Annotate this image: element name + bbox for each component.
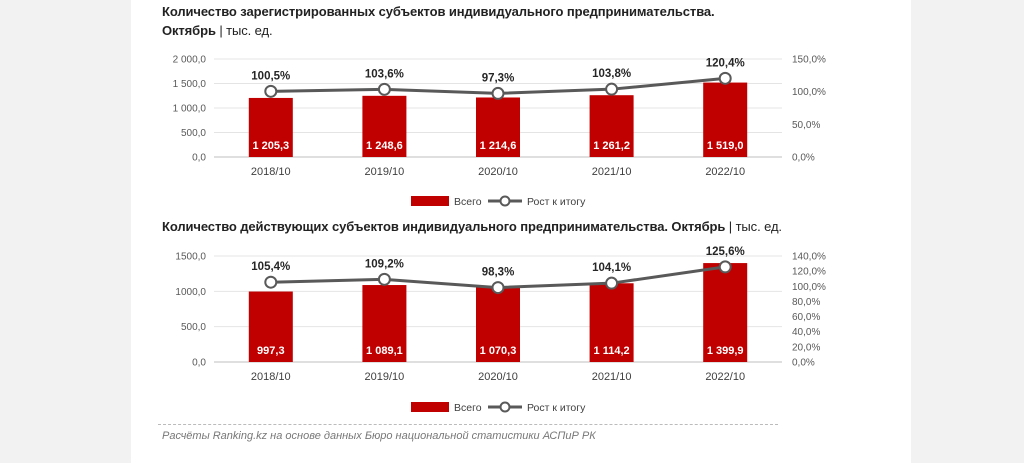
chart2-x-tick: 2018/10 bbox=[251, 371, 291, 383]
chart2-legend-bar-label: Всего bbox=[454, 402, 482, 414]
chart1-line-label: 97,3% bbox=[482, 72, 515, 84]
chart1-line-label: 103,8% bbox=[592, 68, 631, 80]
chart1-line-marker bbox=[491, 86, 505, 100]
chart2-y-left-tick: 500,0 bbox=[181, 322, 206, 333]
chart1-x-tick: 2018/10 bbox=[251, 166, 291, 178]
chart2-line-label: 125,6% bbox=[706, 246, 745, 258]
chart1-unit: тыс. ед. bbox=[226, 23, 273, 38]
chart1-line-label: 120,4% bbox=[706, 57, 745, 69]
chart2-y-right-tick: 60,0% bbox=[792, 312, 820, 323]
chart2-bar bbox=[589, 283, 634, 362]
chart2-y-right-tick: 120,0% bbox=[792, 267, 826, 278]
chart2-x-tick: 2020/10 bbox=[478, 371, 518, 383]
chart1-bar-label: 1 205,3 bbox=[252, 140, 289, 152]
chart2-legend-line-label: Рост к итогу bbox=[527, 402, 586, 414]
chart1-x-tick: 2022/10 bbox=[705, 166, 745, 178]
chart2-svg: 0,0 500,0 1000,0 1500,0 0,0% 20,0% 40,0% 60,0% 8… bbox=[175, 246, 826, 414]
chart1-y-right-tick: 0,0% bbox=[792, 153, 815, 164]
chart2-x-tick: 2022/10 bbox=[705, 371, 745, 383]
chart1-y-left-tick: 0,0 bbox=[192, 153, 206, 164]
chart2-title-text: Количество действующих субъектов индивид… bbox=[162, 219, 726, 234]
chart1-x-tick: 2020/10 bbox=[478, 166, 518, 178]
chart1-y-right-tick: 100,0% bbox=[792, 87, 826, 98]
chart1-line-label: 100,5% bbox=[251, 70, 290, 82]
chart1-title-month: Октябрь bbox=[162, 23, 216, 38]
chart1-line-label: 103,6% bbox=[365, 68, 404, 80]
chart2-y-right-tick: 100,0% bbox=[792, 282, 826, 293]
chart2-bar-label: 1 114,2 bbox=[594, 345, 630, 357]
chart1-line-marker bbox=[718, 71, 732, 85]
chart1-y-left-tick: 1 500,0 bbox=[173, 79, 207, 90]
chart1-bar bbox=[248, 97, 293, 157]
chart1-bar-label: 1 214,6 bbox=[480, 140, 517, 152]
chart1-bar-label: 1 248,6 bbox=[366, 140, 403, 152]
chart1-line-marker bbox=[605, 82, 619, 96]
chart2-y-right-tick: 140,0% bbox=[792, 252, 826, 263]
chart2-y-right-tick: 20,0% bbox=[792, 342, 820, 353]
chart1-bar bbox=[703, 82, 748, 157]
chart1-y-left-tick: 2 000,0 bbox=[173, 55, 207, 66]
chart1-legend-line-marker bbox=[499, 195, 511, 207]
chart2-y-right-tick: 80,0% bbox=[792, 297, 820, 308]
chart2-line-marker bbox=[377, 272, 391, 286]
chart2-legend-bar-swatch bbox=[411, 402, 449, 412]
chart2-title: Количество действующих субъектов индивид… bbox=[162, 219, 782, 234]
chart2-y-left-tick: 0,0 bbox=[192, 358, 206, 369]
chart2-legend-line-marker bbox=[499, 401, 511, 413]
chart1-y-right-tick: 50,0% bbox=[792, 120, 820, 131]
chart1-subtitle: Октябрь | тыс. ед. bbox=[162, 23, 273, 38]
chart2-bar bbox=[362, 285, 407, 362]
chart1-x-tick: 2019/10 bbox=[365, 166, 405, 178]
chart1-bar bbox=[589, 95, 634, 157]
chart2-unit: тыс. ед. bbox=[735, 219, 782, 234]
chart1-y-right-tick: 150,0% bbox=[792, 55, 826, 66]
chart2-bar-label: 997,3 bbox=[257, 345, 285, 357]
chart1-title-text: Количество зарегистрированных субъектов … bbox=[162, 4, 715, 19]
chart1-bar bbox=[362, 95, 407, 157]
chart-panel bbox=[131, 0, 911, 463]
chart2-x-tick: 2021/10 bbox=[592, 371, 632, 383]
chart1-bar-label: 1 519,0 bbox=[707, 140, 744, 152]
chart1-legend-bar-swatch bbox=[411, 196, 449, 206]
chart1-legend-line-label: Рост к итогу bbox=[527, 196, 586, 208]
chart2-y-left-tick: 1500,0 bbox=[175, 252, 206, 263]
chart2-bar bbox=[248, 291, 293, 362]
chart2-bar bbox=[476, 286, 520, 362]
chart1-line-marker bbox=[264, 84, 278, 98]
chart1-line-marker bbox=[377, 82, 391, 96]
chart2-y-right-tick: 0,0% bbox=[792, 358, 815, 369]
chart2-line-label: 104,1% bbox=[592, 262, 631, 274]
chart2-y-left-tick: 1000,0 bbox=[175, 287, 206, 298]
chart2-line-label: 109,2% bbox=[365, 258, 404, 270]
chart1-title: Количество зарегистрированных субъектов … bbox=[162, 4, 715, 19]
chart1-y-left-tick: 1 000,0 bbox=[173, 104, 207, 115]
chart2-bar bbox=[703, 263, 748, 362]
chart1-svg: 0,0 500,0 1 000,0 1 500,0 2 000,0 0,0% 50,0% 10… bbox=[173, 55, 826, 209]
chart1-bar-label: 1 261,2 bbox=[593, 140, 630, 152]
chart1-y-left-tick: 500,0 bbox=[181, 128, 206, 139]
chart1-legend-bar-label: Всего bbox=[454, 196, 482, 208]
chart2-line-marker bbox=[605, 276, 619, 290]
chart2-line-marker bbox=[264, 275, 278, 289]
chart2-y-right-tick: 40,0% bbox=[792, 327, 820, 338]
source-footnote: Расчёты Ranking.kz на основе данных Бюро… bbox=[162, 430, 596, 442]
chart2-line-marker bbox=[718, 260, 732, 274]
chart2-line-marker bbox=[491, 281, 505, 295]
chart2-bar-label: 1 089,1 bbox=[366, 345, 403, 357]
chart2-bar-label: 1 070,3 bbox=[480, 345, 517, 357]
chart1-x-tick: 2021/10 bbox=[592, 166, 632, 178]
footer-divider bbox=[158, 424, 778, 425]
chart2-line-label: 98,3% bbox=[482, 267, 515, 279]
chart1-bar bbox=[476, 97, 520, 157]
chart2-bar-label: 1 399,9 bbox=[707, 345, 744, 357]
chart2-line-label: 105,4% bbox=[251, 261, 290, 273]
chart2-x-tick: 2019/10 bbox=[365, 371, 405, 383]
